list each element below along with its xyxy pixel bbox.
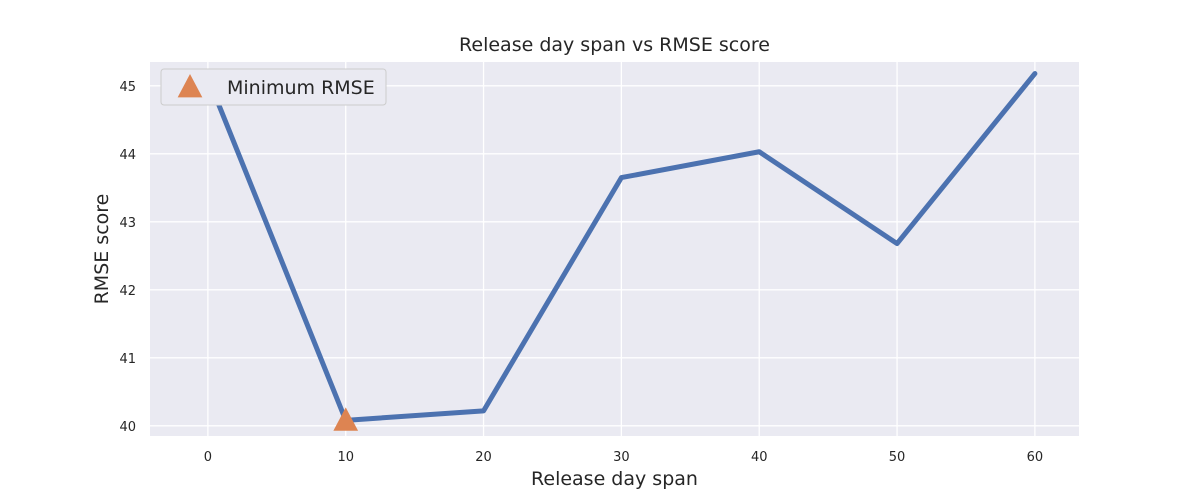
plot-area [150, 62, 1079, 436]
y-tick-label: 40 [119, 420, 136, 435]
y-tick-labels: 40 41 42 43 44 45 [119, 80, 136, 435]
x-tick-label: 40 [751, 450, 768, 465]
legend-box [160, 68, 387, 106]
x-tick-label: 0 [204, 450, 212, 465]
x-gridlines [207, 62, 1036, 436]
x-tick-labels: 0 10 20 30 40 50 60 [204, 450, 1043, 465]
x-tick-label: 20 [475, 450, 492, 465]
marker-layer [333, 407, 359, 431]
legend-triangle-icon [177, 74, 203, 98]
x-tick-label: 50 [889, 450, 906, 465]
y-axis-label: RMSE score [91, 194, 113, 305]
y-tick-label: 42 [119, 284, 136, 299]
y-tick-label: 41 [119, 352, 136, 367]
y-tick-label: 45 [119, 80, 136, 95]
legend-entry-minimum-rmse: Minimum RMSE [227, 77, 375, 99]
x-tick-label: 10 [337, 450, 354, 465]
x-tick-label: 30 [613, 450, 630, 465]
chart-title: Release day span vs RMSE score [459, 34, 770, 56]
legend: Minimum RMSE [160, 68, 387, 106]
x-axis-label: Release day span [531, 468, 698, 490]
y-tick-label: 43 [119, 216, 136, 231]
minimum-rmse-marker [333, 407, 359, 431]
x-tick-label: 60 [1027, 450, 1044, 465]
y-tick-label: 44 [119, 148, 136, 163]
